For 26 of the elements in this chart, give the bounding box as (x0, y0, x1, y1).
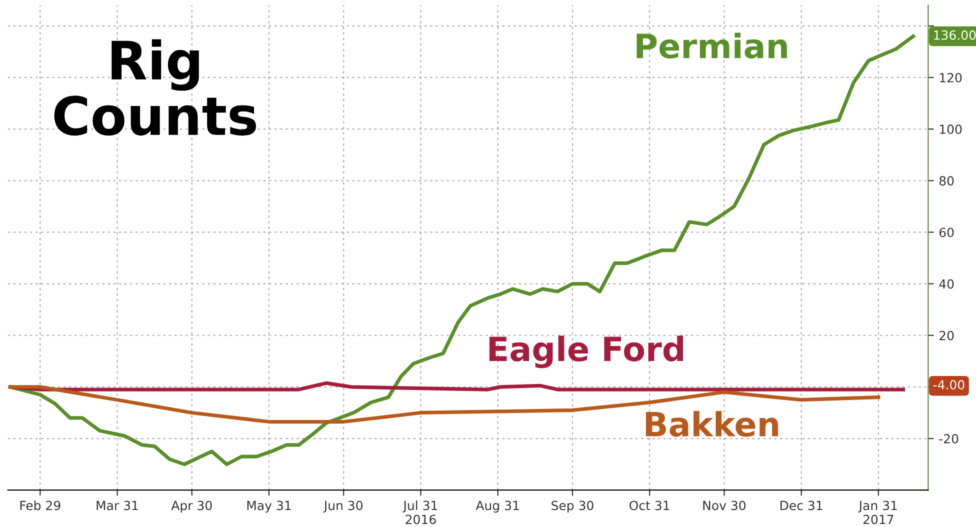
text: Rig Counts (54, 39, 256, 136)
x-tick-label: Aug 31 (476, 500, 519, 513)
y-tick-label: 80 (939, 176, 954, 186)
y-tick-label: -20 (939, 434, 958, 444)
text: Permian (636, 32, 787, 59)
x-tick-label: May 31 (247, 500, 291, 513)
x-tick-label: Dec 31 (780, 500, 822, 510)
series-label: Eagle Ford (489, 336, 683, 368)
x-tick-label: Jul 31 2016 (402, 500, 438, 524)
x-tick-label: Feb 29 (20, 500, 60, 510)
y-tick-label: 60 (939, 228, 954, 238)
series-label: Bakken (646, 410, 778, 437)
x-tick-label: Oct 31 (630, 500, 670, 510)
x-tick-label: Nov 30 (703, 500, 746, 510)
x-tick-label: Jan 31 2017 (858, 500, 897, 524)
line-series (8, 34, 916, 466)
x-tick-label: Sep 30 (552, 500, 594, 513)
x-tick-label: Mar 31 (96, 500, 138, 510)
y-tick-label: 20 (940, 330, 954, 340)
y-tick-label: 100 (940, 124, 962, 134)
x-tick-label: Jun 30 (323, 500, 362, 513)
y-tick-label: 40 (939, 279, 954, 289)
annotation: 136.00 (934, 30, 976, 40)
x-tick-label: Apr 30 (171, 500, 212, 513)
text: -4.00 (933, 380, 964, 390)
y-tick-label: 120 (940, 72, 962, 82)
